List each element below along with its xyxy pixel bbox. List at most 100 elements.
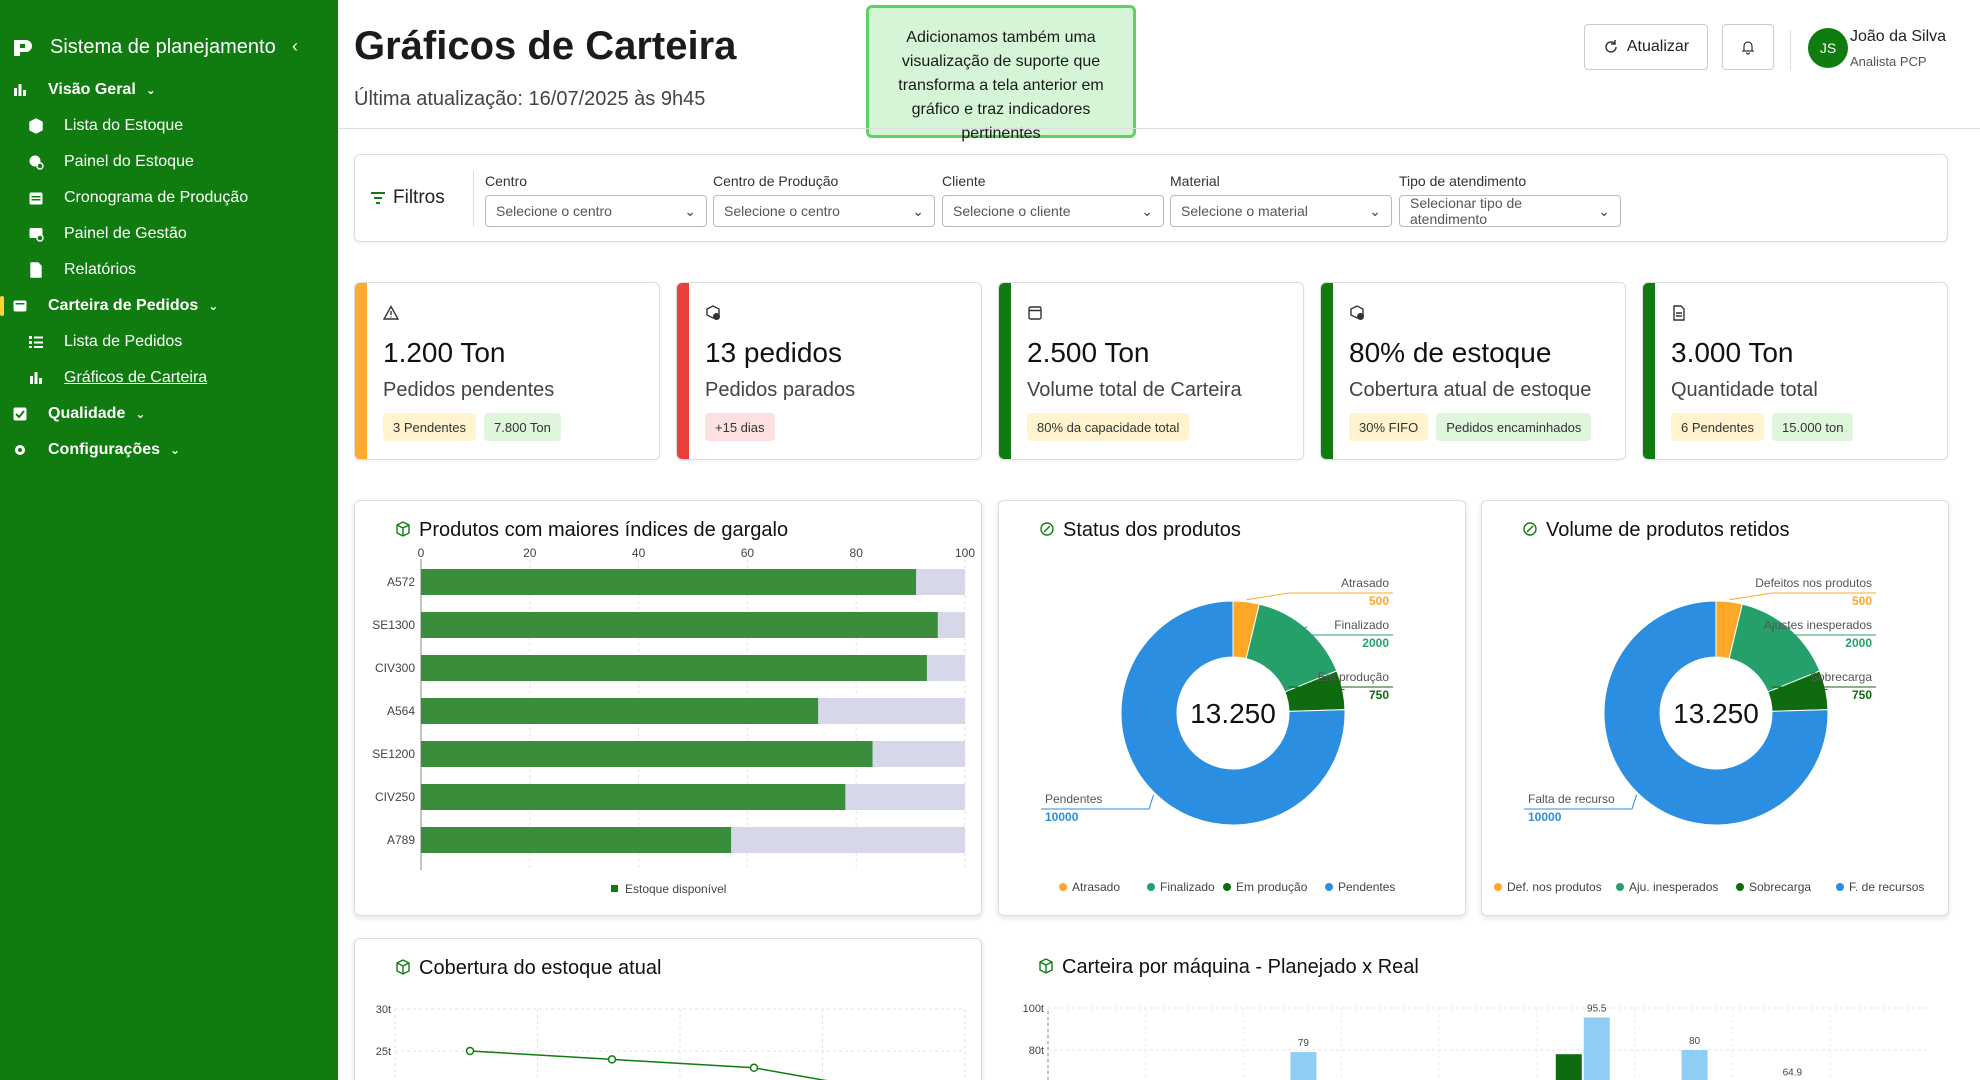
kpi-card: 1.200 Ton Pedidos pendentes 3 Pendentes 7.8… (354, 282, 660, 460)
y-tick-label: 30t (376, 1004, 391, 1016)
sidebar-item-qualidade[interactable]: Qualidade ⌄ (0, 396, 338, 432)
kpi-value: 13 pedidos (705, 337, 843, 368)
bar-actual (1290, 1052, 1317, 1080)
header-divider (1790, 30, 1791, 70)
sidebar-item-painel-de-gestao[interactable]: Painel de Gestão (0, 216, 338, 252)
data-label: 95.5 (1587, 1003, 1607, 1014)
bar-chart-icon-wrap (12, 82, 28, 98)
sidebar-item-label: Configurações (48, 441, 161, 458)
window-icon (1028, 306, 1042, 320)
chevron-down-icon: ⌄ (135, 407, 146, 421)
machine-portfolio-chart-card: Carteira por máquina - Planejado x Real 1… (998, 938, 1949, 1080)
legend-label: Em produção (1236, 880, 1308, 894)
bar (421, 655, 927, 681)
kpi-label: Pedidos parados (705, 379, 856, 401)
kpi-accent-bar (1321, 283, 1333, 459)
bar-chart-icon-wrap (28, 370, 44, 386)
box-check-icon (1350, 305, 1364, 320)
x-tick-label: 40 (632, 546, 646, 560)
stock-coverage-line-chart: 30t 25t (376, 1004, 966, 1080)
kpi-label: Volume total de Carteira (1027, 379, 1242, 401)
stock-coverage-chart-card: Cobertura do estoque atual 30t 25t (354, 938, 982, 1080)
kpi-tags: 6 Pendentes 15.000 ton (1671, 413, 1854, 441)
filter-select[interactable]: Selecione o material ⌄ (1170, 195, 1392, 227)
check-box-icon-wrap (12, 406, 28, 422)
donut-leader-line (1041, 794, 1155, 810)
bar-actual (1583, 1017, 1610, 1080)
donut-slice-value: 500 (1852, 594, 1872, 608)
dashboard-icon (29, 228, 44, 242)
sidebar-header: Sistema de planejamento ‹ (0, 30, 338, 66)
bar-chart-icon (30, 372, 42, 384)
data-point (465, 1046, 475, 1056)
sidebar-item-label: Relatórios (64, 261, 137, 278)
refresh-button[interactable]: Atualizar (1584, 24, 1708, 70)
sidebar-item-cronograma-de-producao[interactable]: Cronograma de Produção (0, 180, 338, 216)
sidebar-item-visao-geral[interactable]: Visão Geral ⌄ (0, 72, 338, 108)
sidebar-item-carteira-de-pedidos[interactable]: Carteira de Pedidos ⌄ (0, 288, 338, 324)
sidebar-item-label: Qualidade (48, 405, 126, 422)
legend-swatch (1736, 883, 1744, 891)
list-icon (29, 336, 43, 348)
donut-center-total: 13.250 (1673, 698, 1759, 729)
legend-label: Pendentes (1338, 880, 1395, 894)
avatar[interactable]: JS (1808, 28, 1848, 68)
sidebar-item-label: Visão Geral (48, 81, 136, 98)
filter-select[interactable]: Selecione o cliente ⌄ (942, 195, 1164, 227)
kpi-tag: 15.000 ton (1772, 413, 1854, 441)
y-tick-label: 100t (1023, 1003, 1044, 1015)
card-icon-wrap (395, 959, 415, 979)
check-box-icon (13, 407, 27, 421)
filter-placeholder: Selecione o centro (724, 203, 840, 219)
sidebar-item-graficos-de-carteira[interactable]: Gráficos de Carteira (0, 360, 338, 396)
notifications-button[interactable] (1722, 24, 1774, 70)
y-tick-label: SE1200 (372, 747, 415, 761)
filter-placeholder: Selecionar tipo de atendimento (1410, 195, 1523, 227)
kpi-icon-wrap (1671, 305, 1689, 323)
x-tick-label: 0 (418, 546, 425, 560)
bottleneck-chart-card: Produtos com maiores índices de gargalo 0… (354, 500, 982, 916)
sidebar-item-painel-do-estoque[interactable]: Painel do Estoque (0, 144, 338, 180)
donut-leader-line (1771, 686, 1876, 691)
refresh-icon (1605, 40, 1617, 53)
filter-select[interactable]: Selecione o centro ⌄ (485, 195, 707, 227)
kpi-tag: 80% da capacidade total (1027, 413, 1190, 441)
sidebar-item-label: Lista de Pedidos (64, 333, 183, 350)
bar-chart-icon (14, 84, 26, 96)
y-tick-label: CIV250 (375, 790, 415, 804)
kpi-tag: 6 Pendentes (1671, 413, 1765, 441)
sidebar-item-relatorios[interactable]: Relatórios (0, 252, 338, 288)
donut-slice-value: 500 (1369, 594, 1389, 608)
product-status-chart-card: Status dos produtos Atrasado 500 Finalizado… (998, 500, 1466, 916)
wallet-icon (13, 300, 27, 312)
app-logo-icon (14, 40, 32, 56)
data-label: 64.9 (1783, 1068, 1803, 1079)
sidebar-item-lista-do-estoque[interactable]: Lista do Estoque (0, 108, 338, 144)
data-label: 80 (1689, 1036, 1701, 1047)
box-chart-icon (396, 959, 410, 975)
card-icon-wrap (1038, 958, 1058, 978)
box-chart-icon (396, 521, 410, 537)
y-tick-label: A789 (387, 833, 415, 847)
kpi-label: Pedidos pendentes (383, 379, 555, 401)
kpi-label: Quantidade total (1671, 379, 1818, 401)
chart-title: Volume de produtos retidos (1546, 519, 1790, 541)
kpi-accent-bar (355, 283, 367, 459)
donut-leader-line (1771, 626, 1876, 636)
document-icon-wrap (28, 262, 44, 278)
filter-select[interactable]: Selecionar tipo de atendimento ⌄ (1399, 195, 1621, 227)
data-point (607, 1055, 617, 1064)
kpi-tags: +15 dias (705, 413, 775, 441)
sidebar-item-lista-de-pedidos[interactable]: Lista de Pedidos (0, 324, 338, 360)
sidebar-item-configuracoes[interactable]: Configurações ⌄ (0, 432, 338, 468)
donut-center-total: 13.250 (1190, 698, 1276, 729)
box-clock-icon (706, 305, 720, 320)
filter-caption: Tipo de atendimento (1399, 173, 1527, 189)
collapse-sidebar-icon[interactable]: ‹ (292, 36, 298, 56)
y-tick-label: SE1300 (372, 618, 415, 632)
filter-select[interactable]: Selecione o centro ⌄ (713, 195, 935, 227)
filters-divider (473, 171, 474, 227)
kpi-tag: 3 Pendentes (383, 413, 477, 441)
kpi-accent-bar (999, 283, 1011, 459)
